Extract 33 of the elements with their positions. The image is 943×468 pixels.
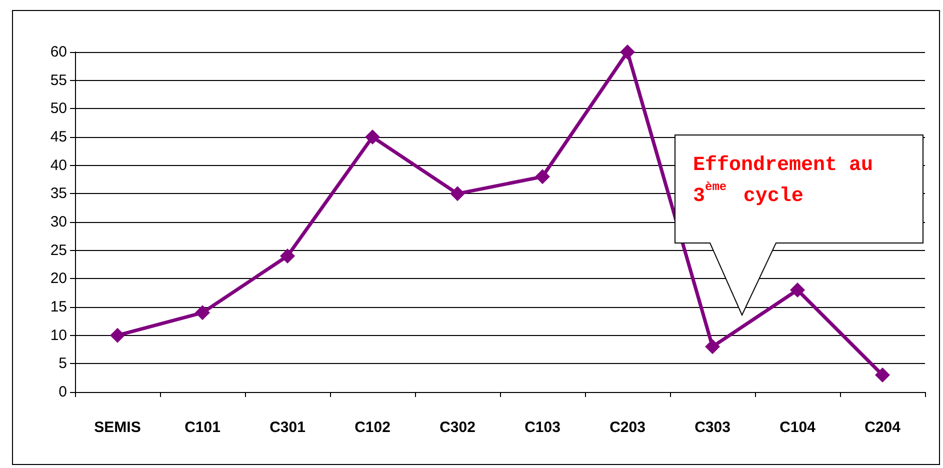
x-tick-label: C204 <box>864 419 902 436</box>
point <box>195 305 210 320</box>
x-tick-label: C103 <box>524 419 560 436</box>
point <box>110 328 125 343</box>
y-tick-label: 20 <box>50 270 67 288</box>
x-tick-label: C303 <box>694 419 730 436</box>
point <box>875 368 890 382</box>
point <box>365 130 380 144</box>
y-tick-label: 30 <box>50 214 67 230</box>
x-tick-label: C301 <box>270 419 306 436</box>
point <box>280 248 295 264</box>
y-tick-label: 35 <box>50 185 67 202</box>
y-tick-label: 15 <box>50 298 67 316</box>
y-tick-label: 50 <box>50 100 67 118</box>
y-tick-label: 55 <box>50 72 67 89</box>
y-tick-label: 60 <box>50 44 67 60</box>
x-tick-label: C101 <box>184 419 220 436</box>
x-tick-label: C102 <box>354 419 390 436</box>
x-tick-label: C302 <box>440 419 476 436</box>
point <box>790 282 805 298</box>
point <box>705 339 720 354</box>
x-tick-label: SEMIS <box>94 419 141 436</box>
y-tick-label: 45 <box>50 128 67 146</box>
point <box>450 186 465 202</box>
y-tick-label: 5 <box>58 355 67 372</box>
y-tick-label: 10 <box>50 326 67 344</box>
y-tick-label: 0 <box>58 384 67 400</box>
x-tick-label: C203 <box>610 419 646 436</box>
point <box>535 169 550 184</box>
y-tick-label: 40 <box>50 156 67 174</box>
x-tick-label: C104 <box>780 419 816 436</box>
point <box>620 44 635 60</box>
y-tick-label: 25 <box>50 242 67 259</box>
